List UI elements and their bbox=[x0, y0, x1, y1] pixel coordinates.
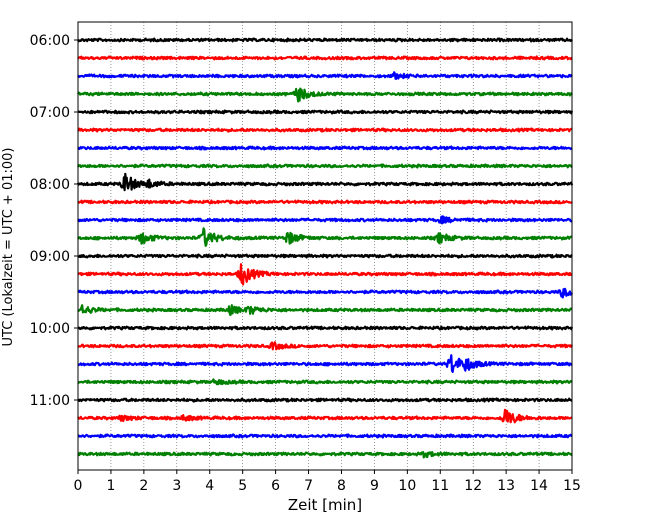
seismic-trace bbox=[77, 55, 573, 61]
y-axis: 06:00 07:00 08:00 09:00 10:00 11:00 bbox=[30, 33, 78, 409]
seismic-trace bbox=[77, 199, 573, 205]
seismic-trace bbox=[77, 451, 573, 459]
y-tick-label: 09:00 bbox=[30, 249, 70, 265]
x-axis-label: Zeit [min] bbox=[288, 496, 362, 514]
x-tick-label: 15 bbox=[563, 478, 581, 494]
seismic-trace bbox=[77, 109, 574, 115]
grid-lines bbox=[110, 22, 540, 470]
x-tick-label: 4 bbox=[205, 478, 214, 494]
x-tick-label: 3 bbox=[172, 478, 181, 494]
seismic-trace bbox=[77, 215, 573, 225]
y-tick-label: 08:00 bbox=[30, 177, 70, 193]
x-tick-label: 5 bbox=[238, 478, 247, 494]
traces bbox=[76, 37, 574, 459]
seismic-trace bbox=[77, 145, 573, 151]
x-tick-label: 2 bbox=[139, 478, 148, 494]
seismic-trace bbox=[77, 87, 573, 103]
y-tick-label: 10:00 bbox=[30, 321, 70, 337]
seismic-trace bbox=[77, 433, 573, 439]
x-tick-label: 7 bbox=[304, 478, 313, 494]
seismic-trace bbox=[77, 263, 573, 286]
seismic-trace bbox=[77, 127, 573, 133]
seismic-trace bbox=[77, 227, 573, 247]
x-tick-label: 12 bbox=[464, 478, 482, 494]
x-tick-label: 6 bbox=[271, 478, 280, 494]
x-tick-label: 11 bbox=[431, 478, 449, 494]
x-tick-label: 0 bbox=[74, 478, 83, 494]
seismic-trace bbox=[77, 304, 573, 317]
x-axis: 0 1 2 3 4 5 6 7 8 9 10 11 12 13 14 15 bbox=[74, 470, 581, 494]
y-axis-label: UTC (Lokalzeit = UTC + 01:00) bbox=[1, 148, 16, 347]
seismic-trace bbox=[77, 408, 573, 424]
y-tick-label: 07:00 bbox=[30, 105, 70, 121]
seismic-trace bbox=[76, 37, 573, 43]
seismic-trace bbox=[77, 71, 573, 80]
x-tick-label: 13 bbox=[497, 478, 515, 494]
seismic-trace bbox=[77, 341, 574, 351]
seismic-trace bbox=[77, 287, 573, 299]
seismic-trace bbox=[77, 354, 573, 373]
seismic-trace bbox=[77, 378, 573, 386]
x-tick-label: 1 bbox=[106, 478, 115, 494]
seismic-trace bbox=[76, 172, 574, 192]
x-tick-label: 14 bbox=[530, 478, 548, 494]
seismic-trace bbox=[77, 325, 574, 331]
x-tick-label: 10 bbox=[398, 478, 416, 494]
seismic-trace bbox=[77, 397, 573, 403]
seismic-trace bbox=[76, 163, 573, 169]
x-tick-label: 8 bbox=[337, 478, 346, 494]
plot-frame bbox=[77, 21, 573, 471]
y-tick-label: 11:00 bbox=[30, 393, 70, 409]
y-tick-label: 06:00 bbox=[30, 33, 70, 49]
x-tick-label: 9 bbox=[370, 478, 379, 494]
seismic-trace bbox=[77, 253, 573, 259]
